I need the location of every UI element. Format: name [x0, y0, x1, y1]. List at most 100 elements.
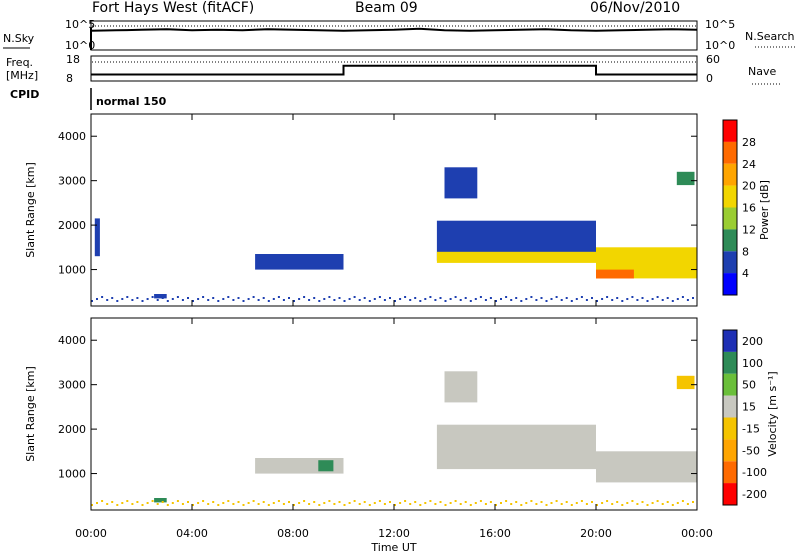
power-ground-point — [293, 300, 295, 302]
velocity-ground-point — [151, 500, 154, 502]
power-colorbar-swatch — [723, 185, 737, 208]
power-ground-point — [666, 297, 669, 299]
power-ground-point — [520, 300, 523, 302]
velocity-colorbar-tick: -100 — [742, 466, 767, 479]
velocity-ground-point — [479, 500, 482, 502]
velocity-ground-point — [606, 500, 609, 502]
power-ground-point — [555, 296, 558, 298]
velocity-ytick-label: 2000 — [58, 423, 86, 436]
power-ground-point — [575, 298, 578, 300]
noise-right-tick-bottom: 10^0 — [705, 39, 735, 52]
velocity-ground-point — [166, 504, 169, 506]
power-ground-point — [479, 296, 482, 298]
power-ground-point — [525, 298, 528, 300]
power-colorbar-swatch — [723, 163, 737, 186]
velocity-ground-point — [399, 502, 402, 504]
freq-tick-top: 18 — [66, 53, 80, 66]
noise-right-tick-top: 10^5 — [705, 18, 735, 31]
power-colorbar-swatch — [723, 251, 737, 274]
time-tick-label: 20:00 — [580, 527, 612, 540]
beam-title: Beam 09 — [355, 0, 418, 16]
velocity-ground-point — [141, 504, 144, 506]
power-ground-point — [313, 297, 316, 299]
power-ground-point — [626, 298, 629, 300]
power-ground-point — [510, 299, 513, 301]
power-ground-point — [585, 299, 588, 301]
velocity-ground-point — [293, 504, 295, 506]
sky-noise-line — [90, 27, 698, 50]
power-ground-point — [116, 300, 119, 302]
power-panel: 1000 2000 3000 4000 — [58, 114, 698, 306]
velocity-panel-frame — [90, 317, 698, 511]
power-ground-point — [136, 297, 139, 299]
noise-left-tick-bottom: 10^0 — [65, 39, 95, 52]
power-ground-point — [343, 300, 346, 302]
velocity-ground-point — [651, 502, 654, 504]
velocity-ground-point — [242, 504, 245, 506]
velocity-ground-point — [187, 501, 189, 503]
power-ground-point — [146, 298, 149, 300]
velocity-colorbar-swatch — [723, 395, 737, 418]
power-ground-point — [156, 299, 159, 301]
velocity-ground-point — [560, 503, 563, 505]
power-ground-point — [404, 296, 407, 298]
time-tick-label: 12:00 — [378, 527, 410, 540]
velocity-ground-point — [611, 503, 614, 505]
velocity-ground-point — [353, 500, 356, 502]
velocity-ground-point — [500, 502, 502, 504]
velocity-region-6 — [154, 498, 167, 503]
velocity-ground-point — [510, 503, 513, 505]
velocity-colorbar-tick: 100 — [742, 357, 763, 370]
velocity-ground-point — [116, 504, 119, 506]
power-ground-point — [535, 299, 538, 301]
time-tick-label: 16:00 — [479, 527, 511, 540]
velocity-ground-point — [247, 502, 250, 504]
date-title: 06/Nov/2010 — [590, 0, 680, 16]
power-ground-point — [661, 299, 664, 301]
sky-noise-series — [90, 27, 698, 32]
power-ground-point — [106, 299, 109, 301]
velocity-ground-point — [530, 500, 533, 502]
velocity-ground-point — [217, 504, 220, 506]
power-colorbar-frame — [722, 119, 738, 296]
velocity-ground-point — [565, 501, 568, 503]
power-ground-point — [272, 298, 275, 300]
velocity-colorbar-tick: 200 — [742, 335, 763, 348]
velocity-ground-point — [131, 503, 134, 505]
velocity-colorbar-tick: 15 — [742, 401, 756, 414]
velocity-ground-point — [429, 500, 432, 502]
power-ground-point — [141, 300, 144, 302]
velocity-ground-point — [596, 504, 598, 506]
power-ground-point — [505, 296, 508, 298]
velocity-ground-point — [474, 502, 477, 504]
velocity-ground-point — [616, 501, 619, 503]
power-ground-point — [222, 298, 225, 300]
time-tick-label: 00:00 — [75, 527, 107, 540]
velocity-ground-point — [383, 503, 386, 505]
power-region-1 — [154, 294, 167, 299]
nave-label: Nave — [748, 65, 776, 78]
velocity-region-5 — [676, 375, 695, 390]
power-region-5 — [444, 167, 478, 199]
power-ytick-label: 3000 — [58, 175, 86, 188]
velocity-ground-point — [540, 501, 543, 503]
velocity-ground-point — [192, 504, 194, 506]
power-ground-point — [187, 297, 189, 299]
power-ground-point — [591, 297, 593, 299]
velocity-ground-point — [489, 501, 492, 503]
velocity-colorbar-swatch — [723, 417, 737, 440]
power-ground-point — [651, 298, 654, 300]
power-ground-point — [686, 299, 689, 301]
power-ground-point — [298, 298, 301, 300]
power-ground-point — [338, 297, 341, 299]
velocity-ground-point — [591, 501, 593, 503]
velocity-ground-point — [434, 503, 437, 505]
power-ground-point — [353, 296, 356, 298]
velocity-ground-point — [464, 501, 467, 503]
velocity-ground-point — [454, 500, 457, 502]
velocity-ground-point — [550, 502, 553, 504]
power-ground-point — [373, 298, 376, 300]
power-ground-point — [267, 300, 270, 302]
velocity-ground-point — [439, 501, 442, 503]
